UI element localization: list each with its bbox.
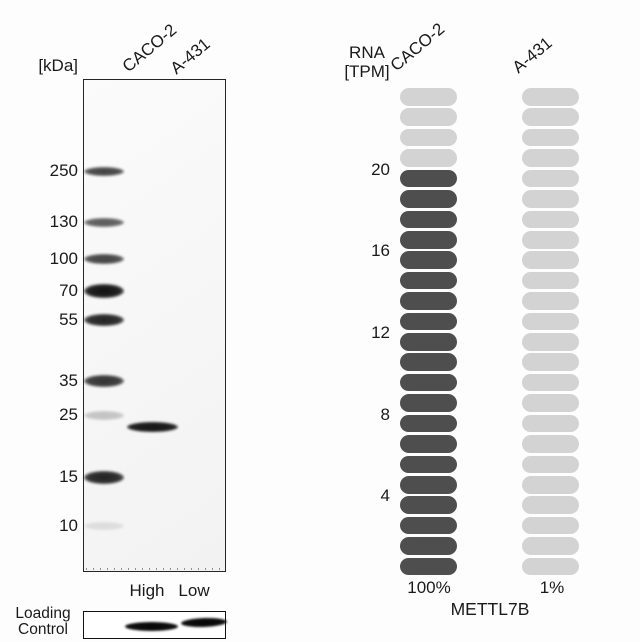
rna-unit-a-431-3 xyxy=(522,516,579,535)
sample-band-CACO-2 xyxy=(127,422,178,432)
rna-unit-a-431-6 xyxy=(522,455,579,474)
tpm-tick-4: 4 xyxy=(380,486,390,506)
rna-unit-a-431-14 xyxy=(522,292,579,310)
rna-unit-caco-2-5 xyxy=(400,475,457,494)
rna-unit-caco-2-16 xyxy=(400,251,457,269)
rna-axis-label-line2: [TPM] xyxy=(344,62,390,81)
loading-control-label: Loading Control xyxy=(8,606,78,638)
rna-unit-caco-2-4 xyxy=(400,496,457,514)
rna-unit-a-431-15 xyxy=(522,271,579,290)
rna-unit-a-431-12 xyxy=(522,333,579,351)
ladder-band-55 xyxy=(84,314,124,326)
percent-label-caco2: 100% xyxy=(407,578,451,597)
rna-unit-a-431-19 xyxy=(522,190,579,208)
rna-unit-caco-2-23 xyxy=(400,108,457,126)
rna-unit-a-431-18 xyxy=(522,210,579,229)
rna-unit-a-431-22 xyxy=(522,128,579,147)
tpm-tick-20: 20 xyxy=(371,159,390,179)
rna-unit-a-431-24 xyxy=(522,88,579,106)
expression-label-high: High xyxy=(129,581,165,600)
rna-unit-a-431-21 xyxy=(522,149,579,167)
rna-unit-caco-2-14 xyxy=(400,292,457,310)
tpm-tick-12: 12 xyxy=(371,323,390,343)
rna-unit-a-431-8 xyxy=(522,414,579,433)
rna-unit-a-431-2 xyxy=(522,537,579,555)
rna-unit-caco-2-2 xyxy=(400,537,457,555)
gene-name-label: METTL7B xyxy=(450,599,530,619)
rna-unit-a-431-23 xyxy=(522,108,579,126)
rna-unit-a-431-13 xyxy=(522,312,579,331)
marker-label-130: 130 xyxy=(49,212,78,231)
marker-label-35: 35 xyxy=(59,371,78,390)
rna-unit-caco-2-15 xyxy=(400,271,457,290)
rna-tpm-axis-label: RNA [TPM] xyxy=(336,43,398,81)
tpm-tick-16: 16 xyxy=(371,241,390,261)
rna-unit-caco-2-21 xyxy=(400,149,457,167)
tpm-tick-8: 8 xyxy=(380,404,390,424)
rna-unit-caco-2-6 xyxy=(400,455,457,474)
rna-unit-a-431-11 xyxy=(522,353,579,372)
rna-unit-caco-2-20 xyxy=(400,169,457,188)
rna-unit-caco-2-8 xyxy=(400,414,457,433)
marker-label-250: 250 xyxy=(49,161,78,180)
rna-unit-caco-2-3 xyxy=(400,516,457,535)
rna-unit-a-431-16 xyxy=(522,251,579,269)
rna-unit-a-431-20 xyxy=(522,169,579,188)
rna-unit-caco-2-11 xyxy=(400,353,457,372)
rna-unit-a-431-17 xyxy=(522,230,579,249)
rna-axis-label-line1: RNA xyxy=(349,43,385,62)
ladder-band-130 xyxy=(84,217,124,227)
rna-unit-caco-2-24 xyxy=(400,88,457,106)
marker-label-10: 10 xyxy=(59,516,78,535)
rna-unit-caco-2-13 xyxy=(400,312,457,331)
rna-unit-a-431-5 xyxy=(522,475,579,494)
kda-unit-label: [kDa] xyxy=(38,56,78,75)
rna-unit-a-431-4 xyxy=(522,496,579,514)
marker-label-25: 25 xyxy=(59,405,78,424)
ladder-band-25 xyxy=(84,410,124,420)
marker-label-15: 15 xyxy=(59,467,78,486)
ladder-band-10 xyxy=(84,522,124,530)
ladder-band-15 xyxy=(84,470,124,484)
marker-label-100: 100 xyxy=(49,249,78,268)
rna-unit-a-431-1 xyxy=(522,557,579,576)
marker-label-70: 70 xyxy=(59,281,78,300)
ladder-band-35 xyxy=(84,375,124,387)
loading-control-band-1 xyxy=(125,621,178,631)
percent-label-a431: 1% xyxy=(539,578,565,597)
rna-unit-a-431-7 xyxy=(522,435,579,453)
rna-unit-a-431-9 xyxy=(522,394,579,412)
loading-control-label-line1: Loading xyxy=(15,605,71,622)
rna-column-label-a431: A-431 xyxy=(508,33,556,77)
ladder-band-100 xyxy=(84,254,124,264)
rna-unit-caco-2-1 xyxy=(400,557,457,576)
marker-label-55: 55 xyxy=(59,310,78,329)
rna-unit-caco-2-7 xyxy=(400,435,457,453)
blot-lane-label-a431: A-431 xyxy=(166,34,214,78)
rna-unit-caco-2-17 xyxy=(400,230,457,249)
rna-unit-caco-2-10 xyxy=(400,373,457,392)
rna-unit-caco-2-12 xyxy=(400,333,457,351)
rna-unit-a-431-10 xyxy=(522,373,579,392)
ladder-band-250 xyxy=(84,166,124,176)
rna-unit-caco-2-9 xyxy=(400,394,457,412)
rna-unit-caco-2-22 xyxy=(400,128,457,147)
rna-unit-caco-2-18 xyxy=(400,210,457,229)
rna-unit-caco-2-19 xyxy=(400,190,457,208)
ladder-band-70 xyxy=(84,284,124,298)
loading-control-label-line2: Control xyxy=(18,621,68,638)
expression-label-low: Low xyxy=(178,581,210,600)
